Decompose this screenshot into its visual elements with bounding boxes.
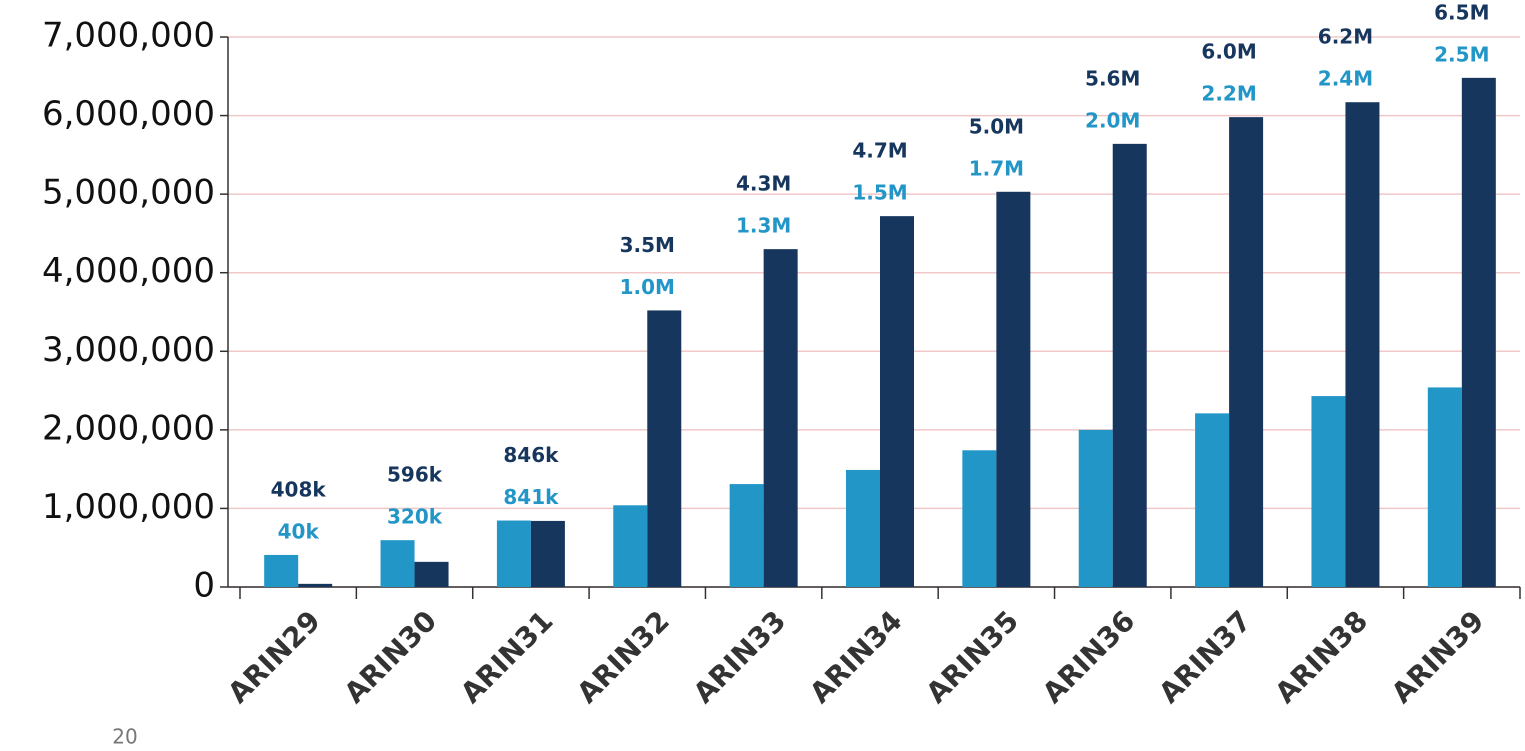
value-label: 320k xyxy=(387,505,443,529)
bar xyxy=(880,216,914,587)
value-label: 6.5M xyxy=(1434,0,1489,24)
y-tick-label: 2,000,000 xyxy=(42,408,215,448)
bar xyxy=(763,249,798,587)
x-tick-group: ARIN38 xyxy=(1269,604,1374,709)
y-tick-label: 4,000,000 xyxy=(42,251,215,291)
bar xyxy=(298,583,333,587)
bar xyxy=(380,540,415,587)
value-label: 4.7M xyxy=(852,139,907,163)
value-label: 5.0M xyxy=(969,114,1024,138)
bar xyxy=(647,310,682,587)
x-tick-label: ARIN37 xyxy=(1152,604,1257,709)
value-label: 1.3M xyxy=(736,214,791,238)
x-tick-label: ARIN34 xyxy=(803,604,908,709)
y-tick-label: 0 xyxy=(193,566,215,606)
value-label: 6.0M xyxy=(1201,40,1256,64)
value-label: 40k xyxy=(278,519,320,543)
value-label: 596k xyxy=(387,463,443,487)
bar xyxy=(1195,413,1230,587)
bar xyxy=(1311,396,1346,587)
x-tick-label: ARIN30 xyxy=(338,604,443,709)
bar xyxy=(613,505,648,587)
value-label: 2.0M xyxy=(1085,108,1140,132)
x-tick-group: ARIN33 xyxy=(687,604,792,709)
value-label: 5.6M xyxy=(1085,66,1140,90)
value-label: 4.3M xyxy=(736,172,791,196)
value-label: 846k xyxy=(503,443,559,467)
x-tick-group: ARIN36 xyxy=(1036,604,1141,709)
bar xyxy=(496,520,531,587)
value-label: 2.5M xyxy=(1434,42,1489,66)
value-label: 1.5M xyxy=(852,181,907,205)
y-tick-label: 7,000,000 xyxy=(42,16,215,56)
x-tick-group: ARIN34 xyxy=(803,604,908,709)
bar xyxy=(846,469,880,587)
value-label: 6.2M xyxy=(1318,25,1373,49)
x-tick-group: ARIN32 xyxy=(570,604,675,709)
x-tick-label: ARIN36 xyxy=(1036,604,1141,709)
value-label: 1.0M xyxy=(620,275,675,299)
bar xyxy=(1078,429,1113,587)
x-tick-group: ARIN37 xyxy=(1152,604,1257,709)
x-tick-label: ARIN33 xyxy=(687,604,792,709)
bar xyxy=(1427,387,1462,587)
y-tick-label: 1,000,000 xyxy=(42,487,215,527)
x-tick-group: ARIN39 xyxy=(1385,604,1490,709)
value-label: 2.4M xyxy=(1318,67,1373,91)
x-tick-label: ARIN38 xyxy=(1269,604,1374,709)
bar xyxy=(1461,77,1496,587)
value-label: 3.5M xyxy=(620,233,675,257)
bar xyxy=(962,450,997,587)
x-tick-group: ARIN31 xyxy=(454,604,559,709)
x-tick-label: ARIN31 xyxy=(454,604,559,709)
x-tick-group: ARIN35 xyxy=(920,604,1025,709)
y-tick-label: 5,000,000 xyxy=(42,173,215,213)
page-number: 20 xyxy=(112,725,137,749)
x-tick-label: ARIN32 xyxy=(570,604,675,709)
bar xyxy=(264,554,299,587)
y-tick-label: 3,000,000 xyxy=(42,330,215,370)
value-label: 841k xyxy=(503,485,559,509)
x-tick-label: ARIN35 xyxy=(920,604,1025,709)
bar xyxy=(530,520,565,587)
x-tick-group: ARIN30 xyxy=(338,604,443,709)
bar xyxy=(1229,117,1264,588)
value-label: 1.7M xyxy=(969,156,1024,180)
y-tick-label: 6,000,000 xyxy=(42,94,215,134)
bar xyxy=(414,561,449,587)
value-label: 408k xyxy=(271,477,327,501)
bar xyxy=(729,484,764,587)
x-tick-label: ARIN29 xyxy=(221,604,326,709)
x-tick-group: ARIN29 xyxy=(221,604,326,709)
bar xyxy=(1112,143,1147,587)
bar xyxy=(996,191,1031,588)
value-label: 2.2M xyxy=(1201,82,1256,106)
x-tick-label: ARIN39 xyxy=(1385,604,1490,709)
bar xyxy=(1345,102,1380,587)
